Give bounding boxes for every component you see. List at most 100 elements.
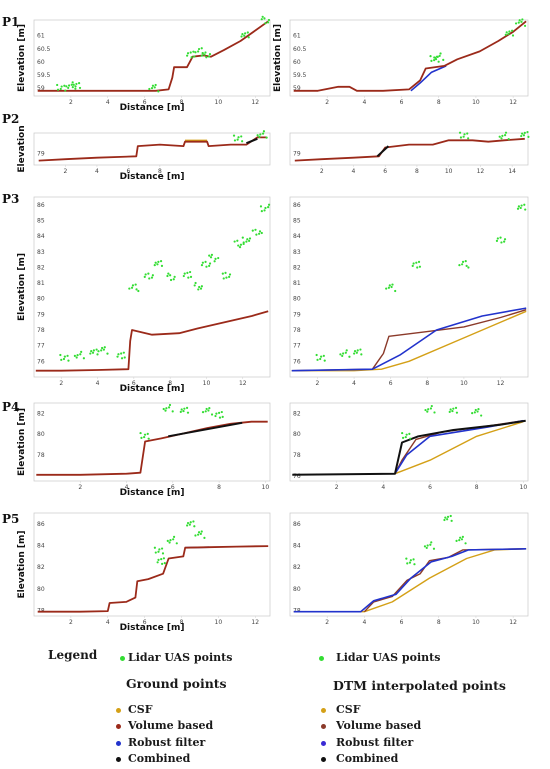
y-axis-label: Elevation [m] (17, 408, 27, 476)
lidar-point (140, 436, 143, 439)
lidar-point (477, 408, 480, 411)
lidar-point (242, 241, 245, 244)
lidar-point (179, 410, 182, 413)
lidar-point (207, 409, 210, 412)
lidar-point (499, 236, 502, 239)
lidar-point (315, 353, 318, 357)
lidar-point (480, 414, 483, 417)
lidar-point (59, 353, 62, 357)
x-tick-label: 4 (125, 484, 129, 491)
lidar-point (188, 523, 191, 526)
y-tick-label: 86 (293, 521, 301, 528)
lidar-point (56, 83, 59, 87)
lidar-point (147, 437, 150, 440)
lidar-point (197, 533, 200, 536)
y-tick-label: 84 (293, 543, 301, 550)
y-tick-label: 61 (37, 33, 45, 40)
lidar-point (193, 55, 196, 58)
series-line-robust (293, 548, 527, 613)
x-tick-label: 10 (203, 380, 211, 387)
lidar-point (521, 18, 524, 21)
lidar-point (217, 256, 220, 260)
plot-frame (289, 196, 529, 378)
lidar-point (72, 83, 75, 86)
x-tick-label: 6 (143, 619, 147, 626)
lidar-point (503, 240, 506, 243)
lidar-point (160, 547, 164, 550)
lidar-point (426, 410, 429, 413)
x-tick-label: 12 (509, 619, 517, 626)
series-line-combined (246, 137, 258, 145)
lidar-point (157, 550, 160, 553)
lidar-point (267, 203, 271, 206)
x-tick-label: 2 (316, 380, 320, 387)
lidar-point (438, 54, 441, 57)
lidar-point (159, 260, 163, 263)
lidar-point (266, 21, 270, 24)
lidar-point (427, 408, 430, 411)
lidar-point (95, 348, 98, 351)
lidar-point (355, 351, 358, 354)
lidar-point (406, 562, 409, 565)
lidar-point (192, 50, 195, 53)
lidar-point (449, 408, 452, 411)
lidar-point (500, 137, 503, 140)
lidar-point (459, 136, 463, 139)
y-tick-label: 80 (293, 431, 301, 438)
lidar-point (74, 85, 77, 88)
lidar-point (388, 284, 391, 287)
lidar-point (186, 524, 189, 527)
x-tick-label: 12 (509, 99, 517, 106)
y-tick-label: 79 (293, 311, 301, 318)
series-line-combined (376, 145, 390, 158)
lidar-point (417, 260, 421, 264)
lidar-point (66, 354, 69, 357)
lidar-point (67, 359, 70, 362)
lidar-point (320, 355, 323, 358)
lidar-point (435, 55, 439, 58)
volume-marker-icon (116, 724, 121, 729)
lidar-point (452, 407, 455, 410)
x-axis-label: Distance [m] (120, 384, 185, 394)
lidar-point (60, 358, 63, 361)
lidar-point (224, 271, 227, 274)
y-tick-label: 79 (293, 150, 301, 157)
lidar-point (345, 349, 348, 352)
y-tick-label: 80 (37, 296, 45, 303)
lidar-point (385, 287, 388, 290)
legend-csf-dtm: CSF (336, 703, 361, 716)
lidar-point (168, 541, 171, 544)
y-axis-label: Elevation [m] (17, 253, 27, 321)
plot-frame (33, 132, 271, 166)
y-tick-label: 76 (293, 358, 301, 365)
lidar-point (432, 547, 436, 550)
y-tick-label: 85 (293, 217, 301, 224)
lidar-point (65, 85, 68, 88)
lidar-point (221, 272, 224, 275)
y-tick-label: 80 (293, 586, 301, 593)
lidar-point (454, 406, 458, 409)
lidar-point (523, 131, 526, 134)
lidar-point (463, 133, 466, 136)
y-tick-label: 77 (293, 343, 301, 350)
lidar-point (214, 257, 217, 260)
x-tick-label: 8 (475, 484, 479, 491)
y-tick-label: 59 (293, 85, 301, 92)
lidar-point (161, 562, 164, 566)
lidar-point (449, 514, 452, 518)
plot-frame (33, 512, 271, 617)
lidar-point (415, 261, 418, 264)
lidar-point (248, 239, 251, 242)
lidar-point (210, 413, 214, 416)
y-tick-label: 82 (293, 564, 301, 571)
lidar-point (264, 206, 267, 210)
lidar-point (100, 349, 103, 352)
lidar-point (323, 359, 326, 362)
lidar-point (437, 60, 440, 63)
lidar-point (387, 286, 390, 289)
x-tick-label: 10 (520, 484, 528, 491)
lidar-point (255, 233, 258, 236)
lidar-point (201, 411, 205, 414)
x-tick-label: 6 (400, 99, 404, 106)
